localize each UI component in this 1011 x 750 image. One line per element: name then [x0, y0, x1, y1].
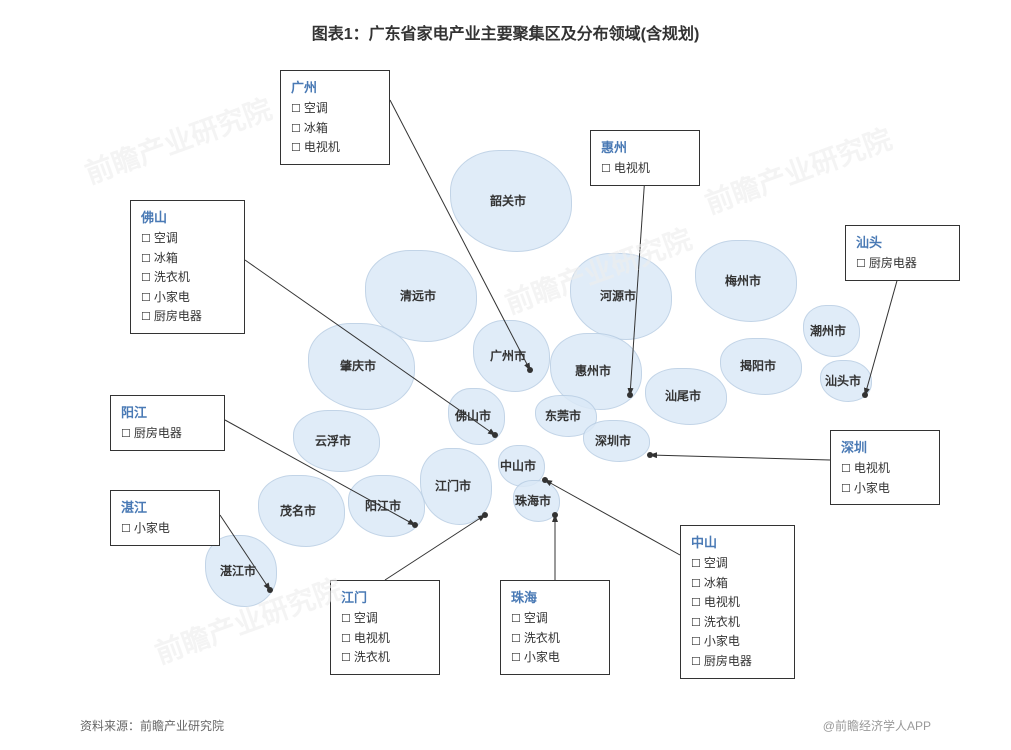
callout-item: 电视机	[691, 593, 784, 613]
callout-item: 厨房电器	[856, 254, 949, 274]
region-label: 珠海市	[515, 492, 551, 509]
callout-item: 冰箱	[691, 574, 784, 594]
callout-title: 湛江	[121, 497, 209, 516]
region-label: 东莞市	[545, 407, 581, 424]
callout-item: 洗衣机	[511, 629, 599, 649]
callout-title: 阳江	[121, 402, 214, 421]
region-label: 汕头市	[825, 372, 861, 389]
callout-item: 电视机	[341, 629, 429, 649]
anchor-dot	[527, 367, 533, 373]
region-label: 佛山市	[455, 407, 491, 424]
region-label: 云浮市	[315, 432, 351, 449]
anchor-dot	[412, 522, 418, 528]
anchor-dot	[647, 452, 653, 458]
chart-title: 图表1：广东省家电产业主要聚集区及分布领域(含规划)	[0, 20, 1011, 44]
anchor-dot	[492, 432, 498, 438]
callout-title: 深圳	[841, 437, 929, 456]
callout-jiangmen: 江门空调电视机洗衣机	[330, 580, 440, 675]
callout-item: 空调	[691, 554, 784, 574]
callout-item: 空调	[141, 229, 234, 249]
callout-title: 惠州	[601, 137, 689, 156]
callout-yangjiang: 阳江厨房电器	[110, 395, 225, 451]
region-label: 汕尾市	[665, 387, 701, 404]
region-label: 韶关市	[490, 192, 526, 209]
callout-title: 佛山	[141, 207, 234, 226]
anchor-dot	[542, 477, 548, 483]
callout-item: 冰箱	[291, 119, 379, 139]
callout-item: 厨房电器	[691, 652, 784, 672]
callout-item: 小家电	[511, 648, 599, 668]
callout-item: 洗衣机	[691, 613, 784, 633]
callout-item: 电视机	[601, 159, 689, 179]
callout-title: 汕头	[856, 232, 949, 251]
callout-title: 广州	[291, 77, 379, 96]
callout-item: 电视机	[291, 138, 379, 158]
attribution-text: @前瞻经济学人APP	[823, 717, 931, 734]
region-label: 湛江市	[220, 562, 256, 579]
anchor-dot	[267, 587, 273, 593]
region-label: 深圳市	[595, 432, 631, 449]
anchor-dot	[862, 392, 868, 398]
region-label: 江门市	[435, 477, 471, 494]
callout-item: 电视机	[841, 459, 929, 479]
callout-item: 厨房电器	[141, 307, 234, 327]
source-text: 资料来源：前瞻产业研究院	[80, 717, 224, 734]
region-label: 梅州市	[725, 272, 761, 289]
region-label: 清远市	[400, 287, 436, 304]
callout-item: 洗衣机	[341, 648, 429, 668]
callout-title: 中山	[691, 532, 784, 551]
callout-foshan: 佛山空调冰箱洗衣机小家电厨房电器	[130, 200, 245, 334]
callout-huizhou: 惠州电视机	[590, 130, 700, 186]
anchor-dot	[627, 392, 633, 398]
callout-item: 冰箱	[141, 249, 234, 269]
callout-item: 空调	[291, 99, 379, 119]
region-label: 揭阳市	[740, 357, 776, 374]
callout-shantou: 汕头厨房电器	[845, 225, 960, 281]
callout-title: 珠海	[511, 587, 599, 606]
region-label: 惠州市	[575, 362, 611, 379]
callout-item: 厨房电器	[121, 424, 214, 444]
region-label: 肇庆市	[340, 357, 376, 374]
callout-item: 小家电	[841, 479, 929, 499]
region-label: 茂名市	[280, 502, 316, 519]
callout-title: 江门	[341, 587, 429, 606]
callout-zhanjiang: 湛江小家电	[110, 490, 220, 546]
callout-item: 空调	[341, 609, 429, 629]
callout-zhuhai: 珠海空调洗衣机小家电	[500, 580, 610, 675]
callout-zhongshan: 中山空调冰箱电视机洗衣机小家电厨房电器	[680, 525, 795, 679]
callout-item: 小家电	[141, 288, 234, 308]
region-label: 中山市	[500, 457, 536, 474]
callout-item: 洗衣机	[141, 268, 234, 288]
region-label: 河源市	[600, 287, 636, 304]
region-label: 阳江市	[365, 497, 401, 514]
callout-guangzhou: 广州空调冰箱电视机	[280, 70, 390, 165]
callout-item: 小家电	[691, 632, 784, 652]
anchor-dot	[482, 512, 488, 518]
callout-item: 空调	[511, 609, 599, 629]
region-label: 广州市	[490, 347, 526, 364]
anchor-dot	[552, 512, 558, 518]
callout-shenzhen: 深圳电视机小家电	[830, 430, 940, 505]
callout-item: 小家电	[121, 519, 209, 539]
region-label: 潮州市	[810, 322, 846, 339]
